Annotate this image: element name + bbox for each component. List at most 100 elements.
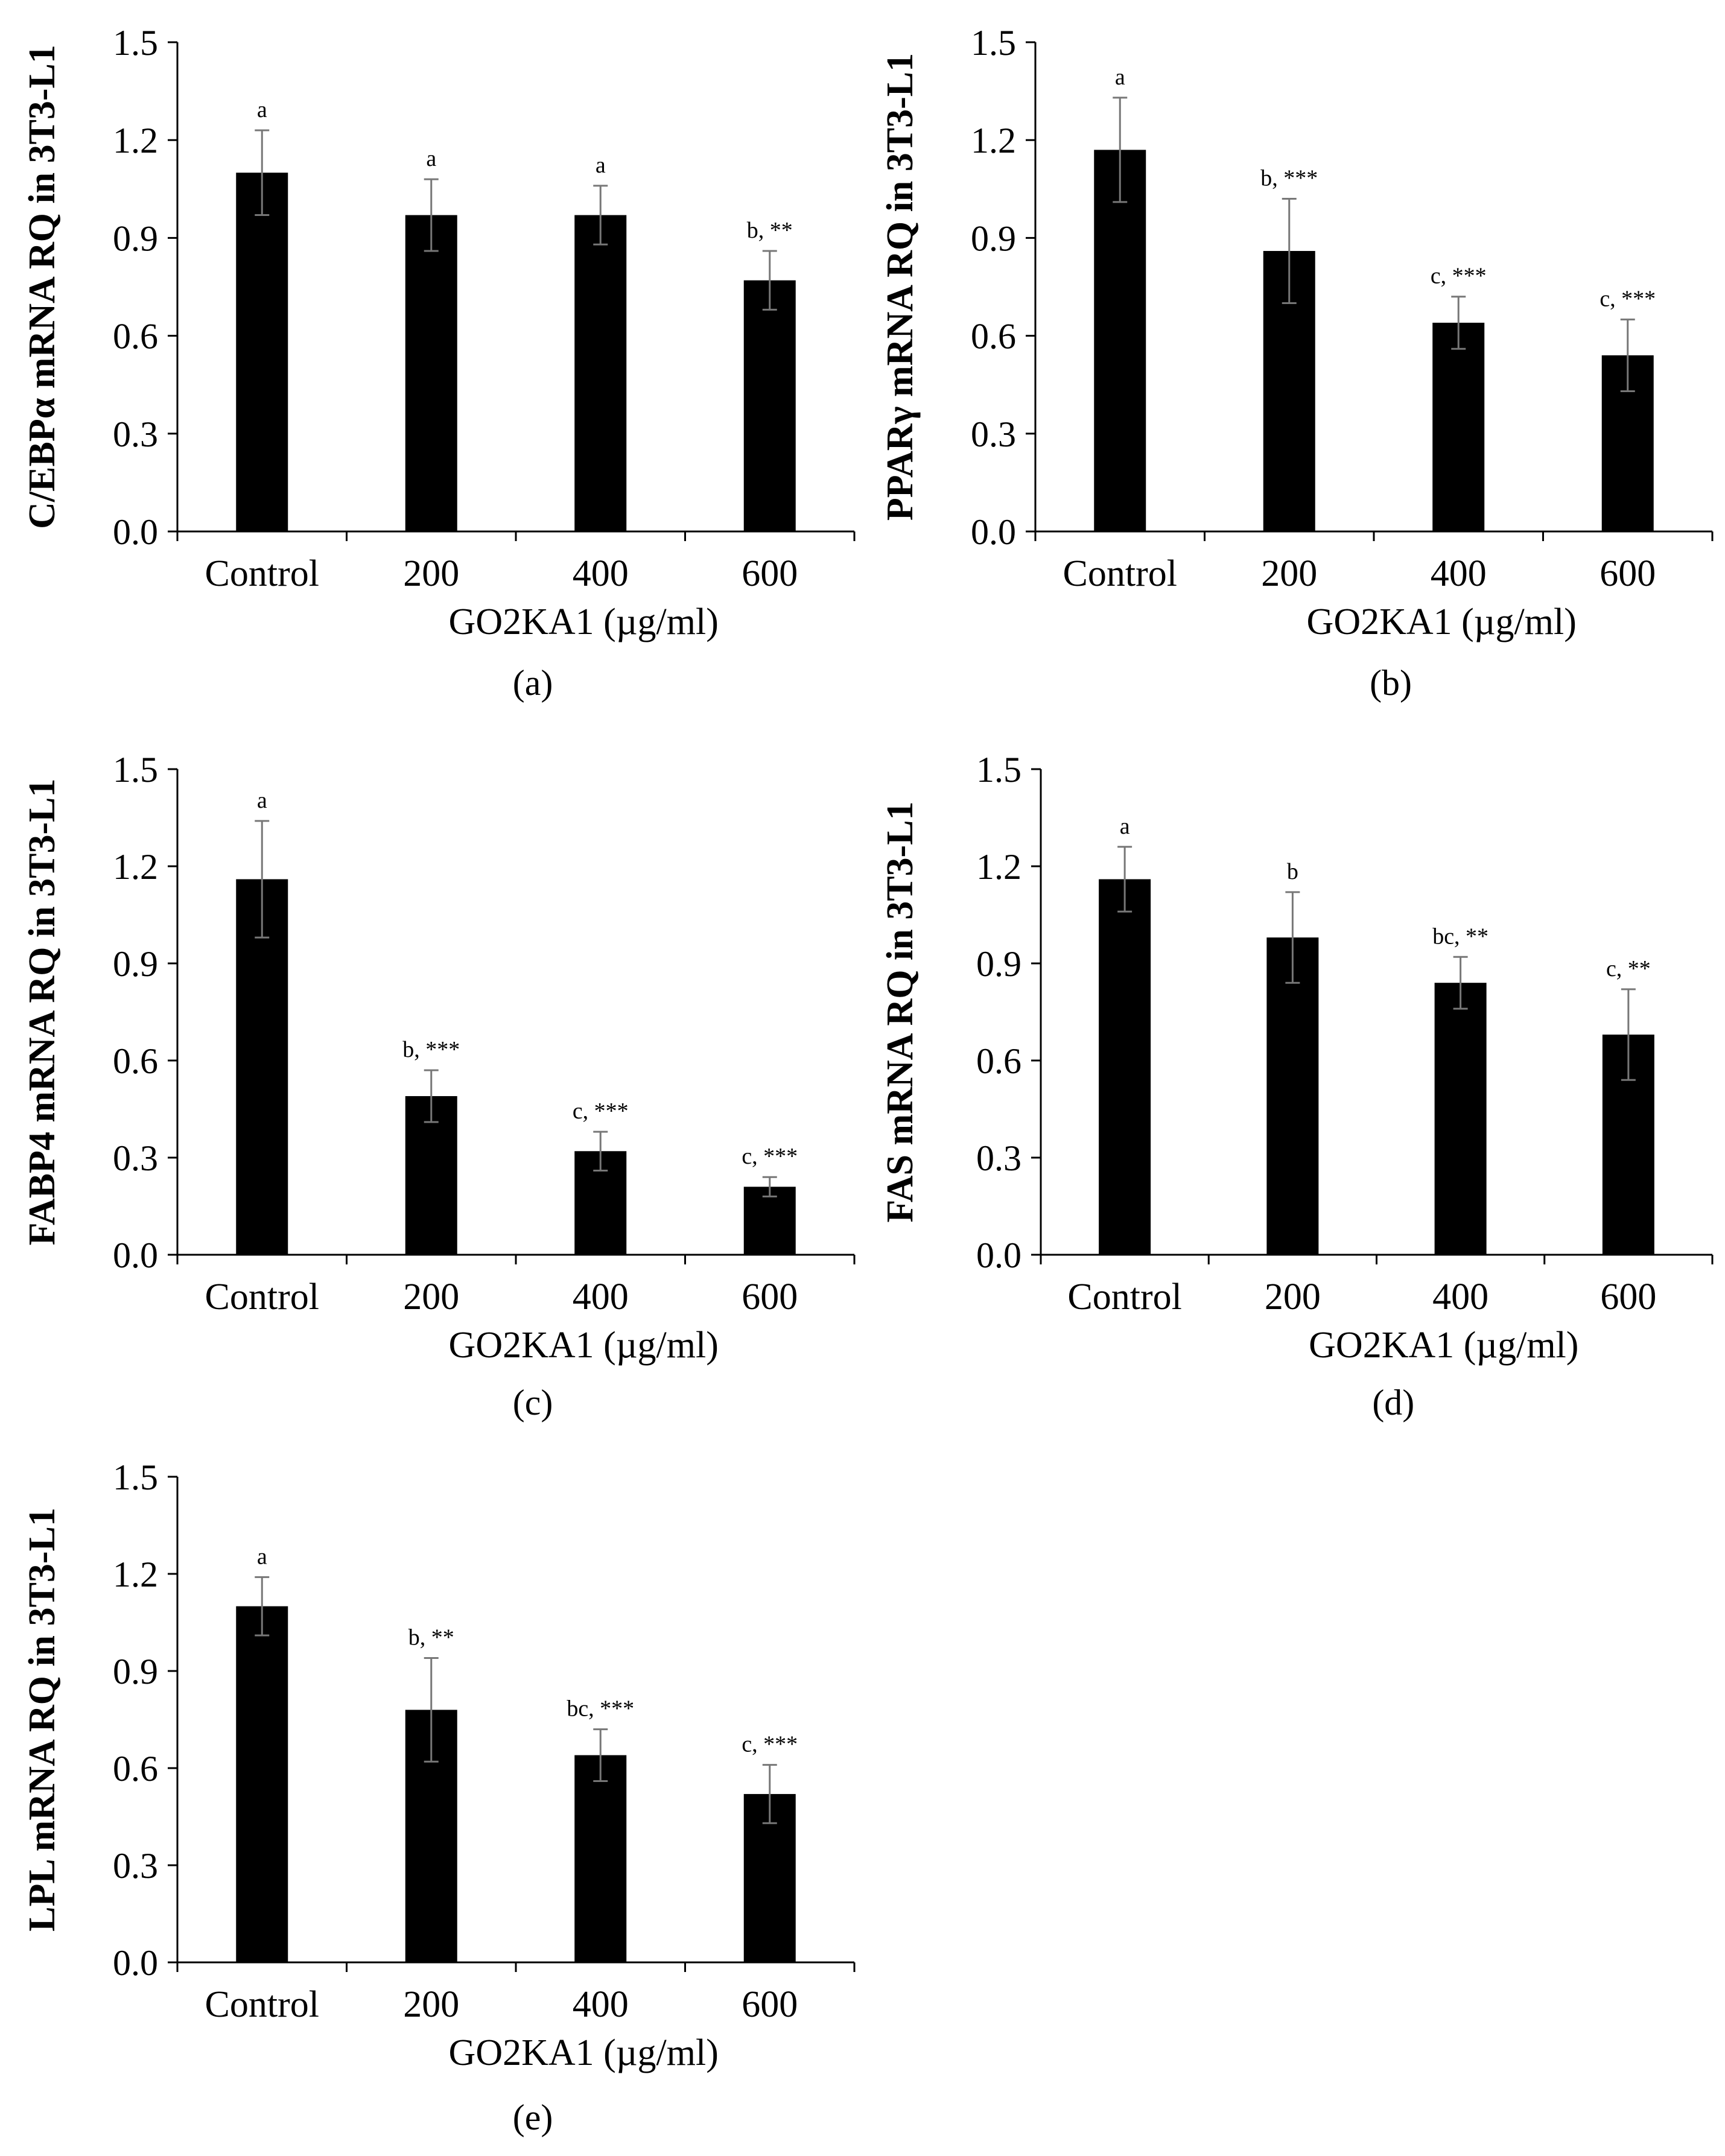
x-axis-title: GO2KA1 (µg/ml) — [1307, 601, 1577, 642]
bar-200 — [1266, 937, 1319, 1255]
x-tick-label: Control — [1063, 553, 1177, 594]
y-axis-title: FABP4 mRNA RQ in 3T3-L1 — [22, 779, 63, 1246]
bar-control — [236, 879, 288, 1255]
bar-control — [236, 1606, 288, 1962]
x-tick-label: 600 — [1600, 1276, 1656, 1317]
y-tick-label: 0.3 — [113, 1846, 158, 1886]
significance-label: c, ** — [1606, 956, 1651, 981]
chart-panel-b: 0.0 0.3 0.6 0.9 1.2 1.5 a Control b, *** 200 c, **… — [880, 23, 1714, 703]
y-tick-label: 0.3 — [976, 1138, 1021, 1178]
y-tick-label: 0.6 — [113, 1749, 158, 1789]
y-tick-label: 0.0 — [976, 1235, 1021, 1275]
significance-label: c, *** — [573, 1099, 629, 1124]
significance-label: a — [257, 97, 267, 122]
y-tick-label: 0.3 — [113, 414, 158, 454]
y-tick-label: 1.5 — [976, 750, 1021, 790]
significance-label: b, *** — [402, 1037, 460, 1062]
bar-control — [1099, 879, 1151, 1255]
x-tick-label: 200 — [1261, 553, 1317, 594]
y-tick-label: 0.9 — [113, 1652, 158, 1692]
significance-label: a — [257, 788, 267, 813]
y-axis-title: C/EBPα mRNA RQ in 3T3-L1 — [22, 45, 63, 529]
bar-600 — [743, 1187, 796, 1255]
y-tick-label: 0.0 — [113, 1235, 158, 1275]
x-tick-label: Control — [205, 1276, 319, 1317]
significance-label: c, *** — [1600, 287, 1656, 312]
significance-label: bc, *** — [567, 1696, 634, 1722]
chart-panel-c: 0.0 0.3 0.6 0.9 1.2 1.5 a Control b, *** 200 c, **… — [22, 750, 856, 1422]
panel-label: (a) — [513, 663, 553, 703]
y-tick-label: 0.0 — [971, 512, 1016, 552]
x-tick-label: 600 — [742, 1276, 798, 1317]
x-tick-label: Control — [1067, 1276, 1181, 1317]
y-tick-label: 1.2 — [113, 121, 158, 160]
y-tick-label: 0.3 — [113, 1138, 158, 1178]
x-tick-label: 400 — [1431, 553, 1487, 594]
y-axis-title: LPL mRNA RQ in 3T3-L1 — [22, 1508, 63, 1932]
x-axis-title: GO2KA1 (µg/ml) — [449, 601, 719, 642]
chart-panel-e: 0.0 0.3 0.6 0.9 1.2 1.5 a Control b, ** 200 bc, **… — [22, 1457, 856, 2137]
x-tick-label: 400 — [573, 1276, 629, 1317]
chart-panel-d: 0.0 0.3 0.6 0.9 1.2 1.5 a Control b 200 bc, ** 400 c… — [880, 750, 1714, 1422]
bar-400 — [574, 1755, 627, 1962]
bar-control — [1094, 150, 1146, 532]
y-axis-title: PPARγ mRNA RQ in 3T3-L1 — [880, 53, 921, 521]
y-tick-label: 0.6 — [113, 1041, 158, 1081]
y-tick-label: 0.9 — [971, 218, 1016, 258]
x-tick-label: 200 — [1265, 1276, 1321, 1317]
y-tick-label: 1.5 — [113, 750, 158, 790]
bar-control — [236, 173, 288, 531]
panel-label: (e) — [513, 2097, 553, 2137]
x-tick-label: 200 — [403, 553, 459, 594]
x-tick-label: 200 — [403, 1276, 459, 1317]
y-tick-label: 0.6 — [971, 317, 1016, 357]
x-tick-label: Control — [205, 1984, 319, 2025]
x-axis-title: GO2KA1 (µg/ml) — [449, 2032, 719, 2073]
chart-panel-a: 0.0 0.3 0.6 0.9 1.2 1.5 a Control a 200 a 400 b, ** 6… — [22, 23, 856, 703]
y-tick-label: 0.9 — [976, 944, 1021, 984]
significance-label: b, ** — [408, 1625, 454, 1650]
x-axis-title: GO2KA1 (µg/ml) — [1309, 1325, 1578, 1366]
y-axis-title: FAS mRNA RQ in 3T3-L1 — [880, 801, 921, 1222]
x-tick-label: 400 — [573, 1984, 629, 2025]
x-tick-label: 600 — [742, 553, 798, 594]
y-tick-label: 0.6 — [113, 317, 158, 357]
significance-label: bc, ** — [1432, 924, 1488, 949]
x-tick-label: 600 — [742, 1984, 798, 2025]
bar-600 — [743, 280, 796, 531]
y-tick-label: 0.6 — [976, 1041, 1021, 1081]
y-tick-label: 1.2 — [971, 121, 1016, 160]
panel-label: (c) — [513, 1383, 553, 1422]
significance-label: a — [1115, 65, 1125, 90]
significance-label: a — [596, 153, 606, 178]
significance-label: c, *** — [742, 1144, 798, 1169]
y-tick-label: 0.0 — [113, 1943, 158, 1983]
significance-label: b, *** — [1260, 166, 1318, 191]
significance-label: a — [257, 1544, 267, 1569]
bar-400 — [1432, 322, 1485, 531]
y-tick-label: 0.3 — [971, 414, 1016, 454]
x-tick-label: Control — [205, 553, 319, 594]
y-tick-label: 1.2 — [113, 1555, 158, 1594]
y-tick-label: 1.2 — [976, 847, 1021, 887]
x-tick-label: 200 — [403, 1984, 459, 2025]
bar-400 — [1434, 983, 1487, 1255]
bar-400 — [574, 215, 627, 531]
panel-label: (d) — [1372, 1383, 1414, 1422]
y-tick-label: 1.5 — [113, 23, 158, 63]
y-tick-label: 0.9 — [113, 944, 158, 984]
panel-label: (b) — [1370, 663, 1412, 703]
x-tick-label: 600 — [1600, 553, 1656, 594]
x-tick-label: 400 — [573, 553, 629, 594]
y-tick-label: 0.0 — [113, 512, 158, 552]
bar-200 — [405, 215, 457, 531]
significance-label: c, *** — [742, 1732, 798, 1757]
x-axis-title: GO2KA1 (µg/ml) — [449, 1325, 719, 1366]
significance-label: c, *** — [1431, 264, 1487, 289]
significance-label: a — [1120, 814, 1130, 839]
significance-label: b — [1287, 859, 1298, 884]
y-tick-label: 0.9 — [113, 218, 158, 258]
y-tick-label: 1.2 — [113, 847, 158, 887]
x-tick-label: 400 — [1432, 1276, 1488, 1317]
